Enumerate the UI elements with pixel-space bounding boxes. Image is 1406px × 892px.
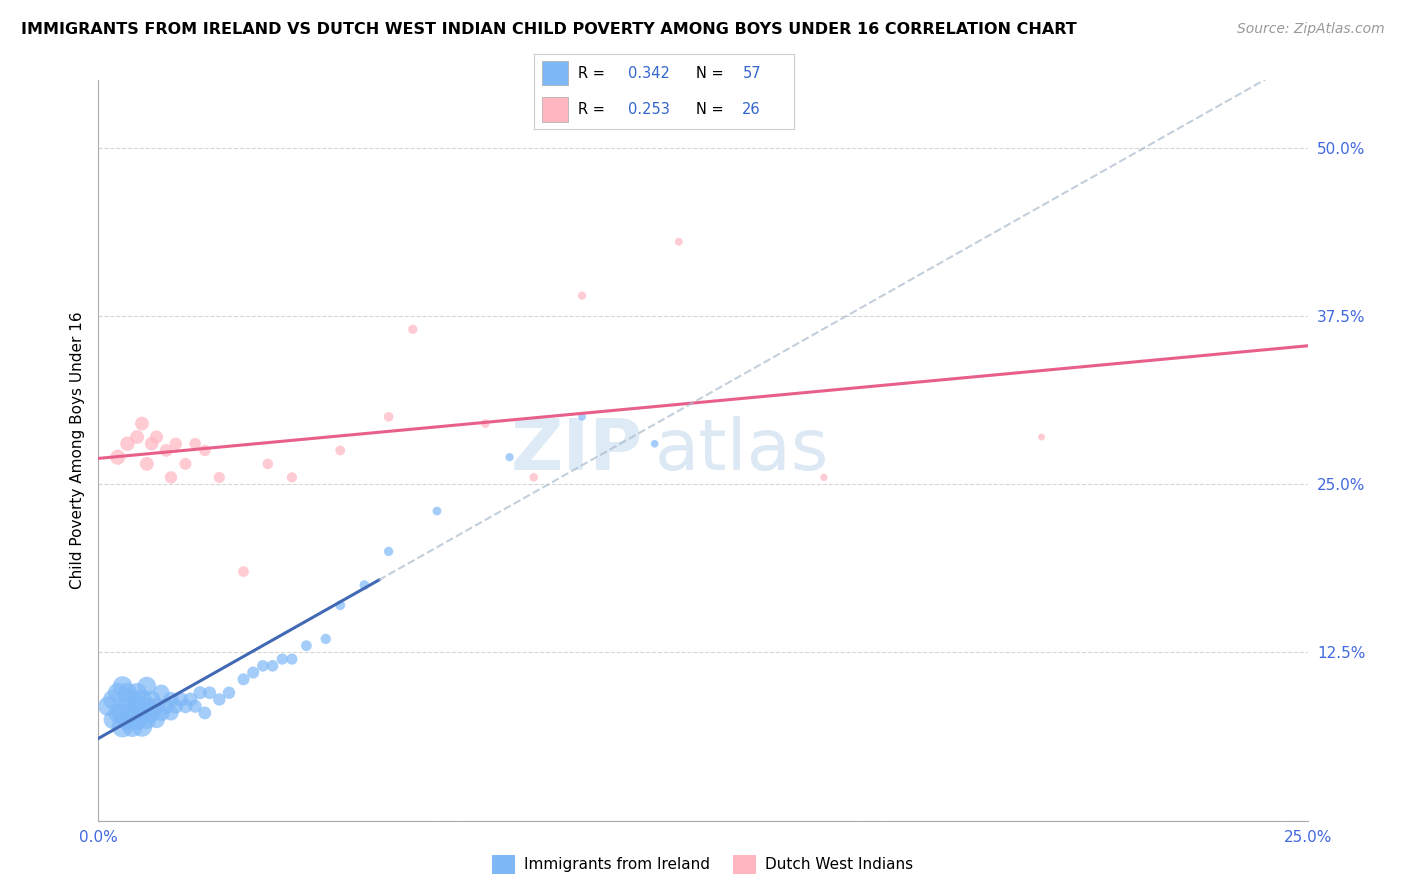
Point [281,470,304,484]
Point [179,692,201,706]
Point [377,409,399,424]
Point [141,692,163,706]
Point [252,658,274,673]
Text: 57: 57 [742,66,761,81]
Point [117,699,139,714]
Point [131,719,153,733]
Point [315,632,337,646]
Point [1031,430,1053,444]
Point [165,699,187,714]
Point [271,652,294,666]
Point [194,443,217,458]
Bar [543,62,568,86]
Point [498,450,520,465]
Point [262,658,284,673]
Point [571,288,593,302]
Point [329,599,352,613]
Point [188,686,211,700]
Text: R =: R = [578,66,610,81]
Point [377,544,399,558]
Point [101,692,124,706]
Point [813,470,835,484]
Point [111,719,134,733]
Point [174,457,197,471]
Text: 26: 26 [742,102,761,117]
Point [135,457,157,471]
Point [150,686,173,700]
Point [145,713,167,727]
Point [281,652,304,666]
Text: 0.342: 0.342 [628,66,669,81]
Point [127,713,149,727]
Point [135,679,157,693]
Point [242,665,264,680]
Y-axis label: Child Poverty Among Boys Under 16: Child Poverty Among Boys Under 16 [69,311,84,590]
Point [107,686,129,700]
Point [101,713,124,727]
Point [184,699,207,714]
Point [135,699,157,714]
Text: N =: N = [696,102,728,117]
Point [127,686,149,700]
Point [256,457,278,471]
Point [107,706,129,720]
Bar [543,97,568,122]
Point [218,686,240,700]
Text: 0.253: 0.253 [628,102,669,117]
Point [208,470,231,484]
Point [402,322,425,336]
Point [111,706,134,720]
Point [160,470,183,484]
Point [208,692,231,706]
Point [329,443,352,458]
Point [131,706,153,720]
Point [127,430,149,444]
Point [135,713,157,727]
Text: atlas: atlas [655,416,830,485]
Text: Source: ZipAtlas.com: Source: ZipAtlas.com [1237,22,1385,37]
Point [169,692,191,706]
Text: N =: N = [696,66,728,81]
Point [174,699,197,714]
Text: R =: R = [578,102,610,117]
Legend: Immigrants from Ireland, Dutch West Indians: Immigrants from Ireland, Dutch West Indi… [486,849,920,880]
Point [668,235,690,249]
Text: ZIP: ZIP [510,416,643,485]
Point [165,436,187,450]
Point [117,713,139,727]
Point [131,417,153,431]
Point [232,565,254,579]
Point [523,470,546,484]
Point [160,706,183,720]
Point [198,686,221,700]
Point [117,436,139,450]
Point [644,436,666,450]
Point [117,686,139,700]
Point [111,679,134,693]
Point [121,706,143,720]
Point [97,699,120,714]
Point [145,430,167,444]
Point [353,578,375,592]
Point [194,706,217,720]
Point [155,443,177,458]
Point [107,450,129,465]
Point [155,699,177,714]
Point [141,436,163,450]
Point [121,719,143,733]
Point [571,409,593,424]
Point [121,692,143,706]
Text: IMMIGRANTS FROM IRELAND VS DUTCH WEST INDIAN CHILD POVERTY AMONG BOYS UNDER 16 C: IMMIGRANTS FROM IRELAND VS DUTCH WEST IN… [21,22,1077,37]
Point [160,692,183,706]
Point [295,639,318,653]
Point [474,417,496,431]
Point [232,673,254,687]
Point [426,504,449,518]
Point [131,692,153,706]
Point [150,706,173,720]
Point [184,436,207,450]
Point [141,706,163,720]
Point [145,699,167,714]
Point [127,699,149,714]
